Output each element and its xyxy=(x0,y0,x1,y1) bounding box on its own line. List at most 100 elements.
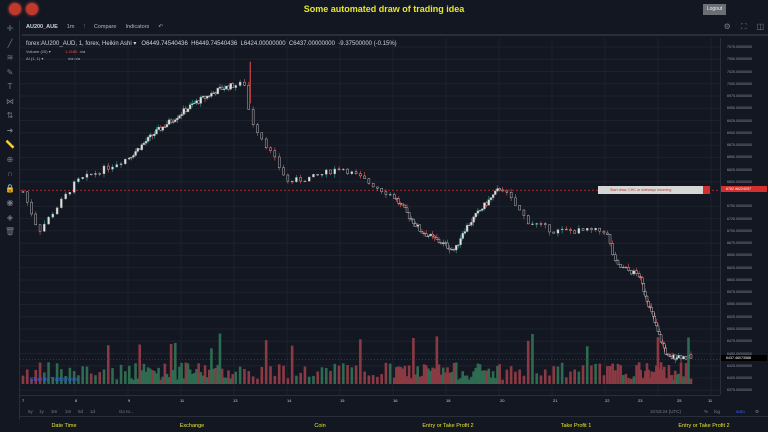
crosshair-icon[interactable]: ✛ xyxy=(6,24,14,33)
idea-annotation[interactable]: Start draw, CHC or sideways incoming xyxy=(598,186,710,194)
candle xyxy=(146,136,150,142)
candle xyxy=(414,223,417,227)
volume-na: n/a xyxy=(79,49,86,54)
volume-bar xyxy=(594,363,597,384)
chart-type-icon[interactable]: ⫶ xyxy=(83,23,85,30)
undo-icon[interactable]: ↶ xyxy=(158,24,163,30)
symbol-search[interactable]: AU200_AUE xyxy=(26,24,58,30)
lock-icon[interactable]: 🔒 xyxy=(5,183,15,193)
range-1y[interactable]: 1y xyxy=(39,409,44,414)
fullscreen-icon[interactable]: ⛶ xyxy=(740,22,747,31)
range-5d[interactable]: 5d xyxy=(78,409,84,414)
ai-study[interactable]: AI (1, 1) xyxy=(26,56,41,61)
price-tick: 7025.00000000 xyxy=(727,69,752,74)
layers-icon[interactable]: ◈ xyxy=(6,212,14,222)
price-tick: 6950.00000000 xyxy=(727,106,752,111)
pattern-icon[interactable]: ⋈ xyxy=(6,96,14,106)
price-tick: 6700.00000000 xyxy=(727,228,752,233)
brush-icon[interactable]: ✎ xyxy=(6,67,14,77)
range-1m[interactable]: 1m xyxy=(65,409,72,414)
time-tick: 15 xyxy=(340,398,345,403)
series-title[interactable]: forex:AU200_AUD, 1, forex, Heikin Ashi xyxy=(26,41,132,47)
candle xyxy=(679,355,683,360)
arrow-icon[interactable]: ➜ xyxy=(6,125,14,135)
indicators-button[interactable]: Indicators xyxy=(125,24,150,30)
footer-column[interactable]: Entry or Take Profit 2 xyxy=(678,423,730,429)
high-value: H6449.74540436 xyxy=(191,41,238,47)
settings-icon[interactable]: ⚙ xyxy=(755,409,760,414)
candle xyxy=(286,174,290,182)
record-icon[interactable] xyxy=(26,3,38,15)
volume-bar xyxy=(380,374,383,384)
candle xyxy=(429,233,432,237)
volume-bar xyxy=(518,369,521,384)
volume-bar xyxy=(303,366,307,384)
goto-button[interactable]: Go to... xyxy=(119,409,134,414)
price-tick: 6750.00000000 xyxy=(727,204,752,209)
candle xyxy=(115,164,118,168)
candle xyxy=(227,85,230,90)
candle xyxy=(346,168,349,174)
volume-bar xyxy=(644,371,647,384)
volume-bar xyxy=(290,345,294,384)
candle xyxy=(667,354,671,357)
candle xyxy=(457,244,460,246)
footer-column[interactable]: Take Profit 1 xyxy=(560,423,592,429)
magnet-icon[interactable]: ∩ xyxy=(7,169,13,178)
volume-bar xyxy=(409,378,413,384)
camera-icon[interactable]: ◫ xyxy=(756,22,764,31)
candle xyxy=(608,234,612,244)
range-1d[interactable]: 1d xyxy=(90,409,96,414)
volume-bar xyxy=(640,378,644,384)
fib-icon[interactable]: ≋ xyxy=(6,53,14,62)
footer-column[interactable]: Exchange xyxy=(179,423,205,429)
range-5y[interactable]: 5y xyxy=(28,409,33,414)
candle xyxy=(622,266,625,269)
volume-bar xyxy=(64,375,67,384)
candle xyxy=(218,86,222,89)
volume-bar xyxy=(106,345,110,384)
volume-bar xyxy=(210,348,213,384)
volume-bar xyxy=(329,370,332,384)
ruler-icon[interactable]: 📏 xyxy=(5,140,15,149)
footer-column[interactable]: Coin xyxy=(314,423,326,429)
tradingview-watermark[interactable]: Chart by TradingView xyxy=(30,377,78,383)
volume-bar xyxy=(195,369,198,384)
settings-icon[interactable]: ⚙ xyxy=(723,22,731,31)
volume-bar xyxy=(256,378,259,384)
volume-bar xyxy=(401,368,405,384)
candle xyxy=(498,188,501,191)
volume-study[interactable]: Volume (20) xyxy=(26,49,48,54)
volume-bar xyxy=(501,379,504,384)
prediction-icon[interactable]: ⇅ xyxy=(6,111,14,120)
record-icon[interactable] xyxy=(9,3,21,15)
footer-column[interactable]: Date Time xyxy=(51,423,77,429)
auto-toggle[interactable]: auto xyxy=(736,409,745,414)
price-chart[interactable] xyxy=(20,38,720,395)
text-icon[interactable]: T xyxy=(7,82,13,91)
candle xyxy=(201,96,205,98)
candle xyxy=(282,167,285,176)
interval-button[interactable]: 1m xyxy=(66,24,75,30)
range-3m[interactable]: 3m xyxy=(51,409,58,414)
ai-values: n/a n/a xyxy=(67,56,81,61)
price-axis[interactable]: 7075.00000000 7050.00000000 7025.00000000 7… xyxy=(720,38,768,395)
footer-column[interactable]: Entry or Take Profit 2 xyxy=(422,423,474,429)
log-toggle[interactable]: log xyxy=(714,409,721,414)
zoom-icon[interactable]: ⊕ xyxy=(6,154,14,164)
compare-button[interactable]: Compare xyxy=(93,24,117,30)
candle xyxy=(376,186,379,189)
trash-icon[interactable]: 🗑 xyxy=(4,227,16,236)
time-axis[interactable]: 7 8 9 11 13 14 15 16 18 20 21 22 23 25 11 xyxy=(20,395,720,405)
candle xyxy=(388,194,392,196)
percent-toggle[interactable]: % xyxy=(704,409,709,414)
candle xyxy=(569,229,572,231)
eye-icon[interactable]: ◉ xyxy=(6,198,14,207)
trendline-icon[interactable]: ╱ xyxy=(7,38,13,48)
candle xyxy=(548,224,551,233)
logout-button[interactable]: Logout xyxy=(703,4,726,15)
volume-bar xyxy=(47,362,50,384)
candle xyxy=(102,165,106,174)
candle xyxy=(47,216,50,225)
volume-bar xyxy=(552,366,556,384)
